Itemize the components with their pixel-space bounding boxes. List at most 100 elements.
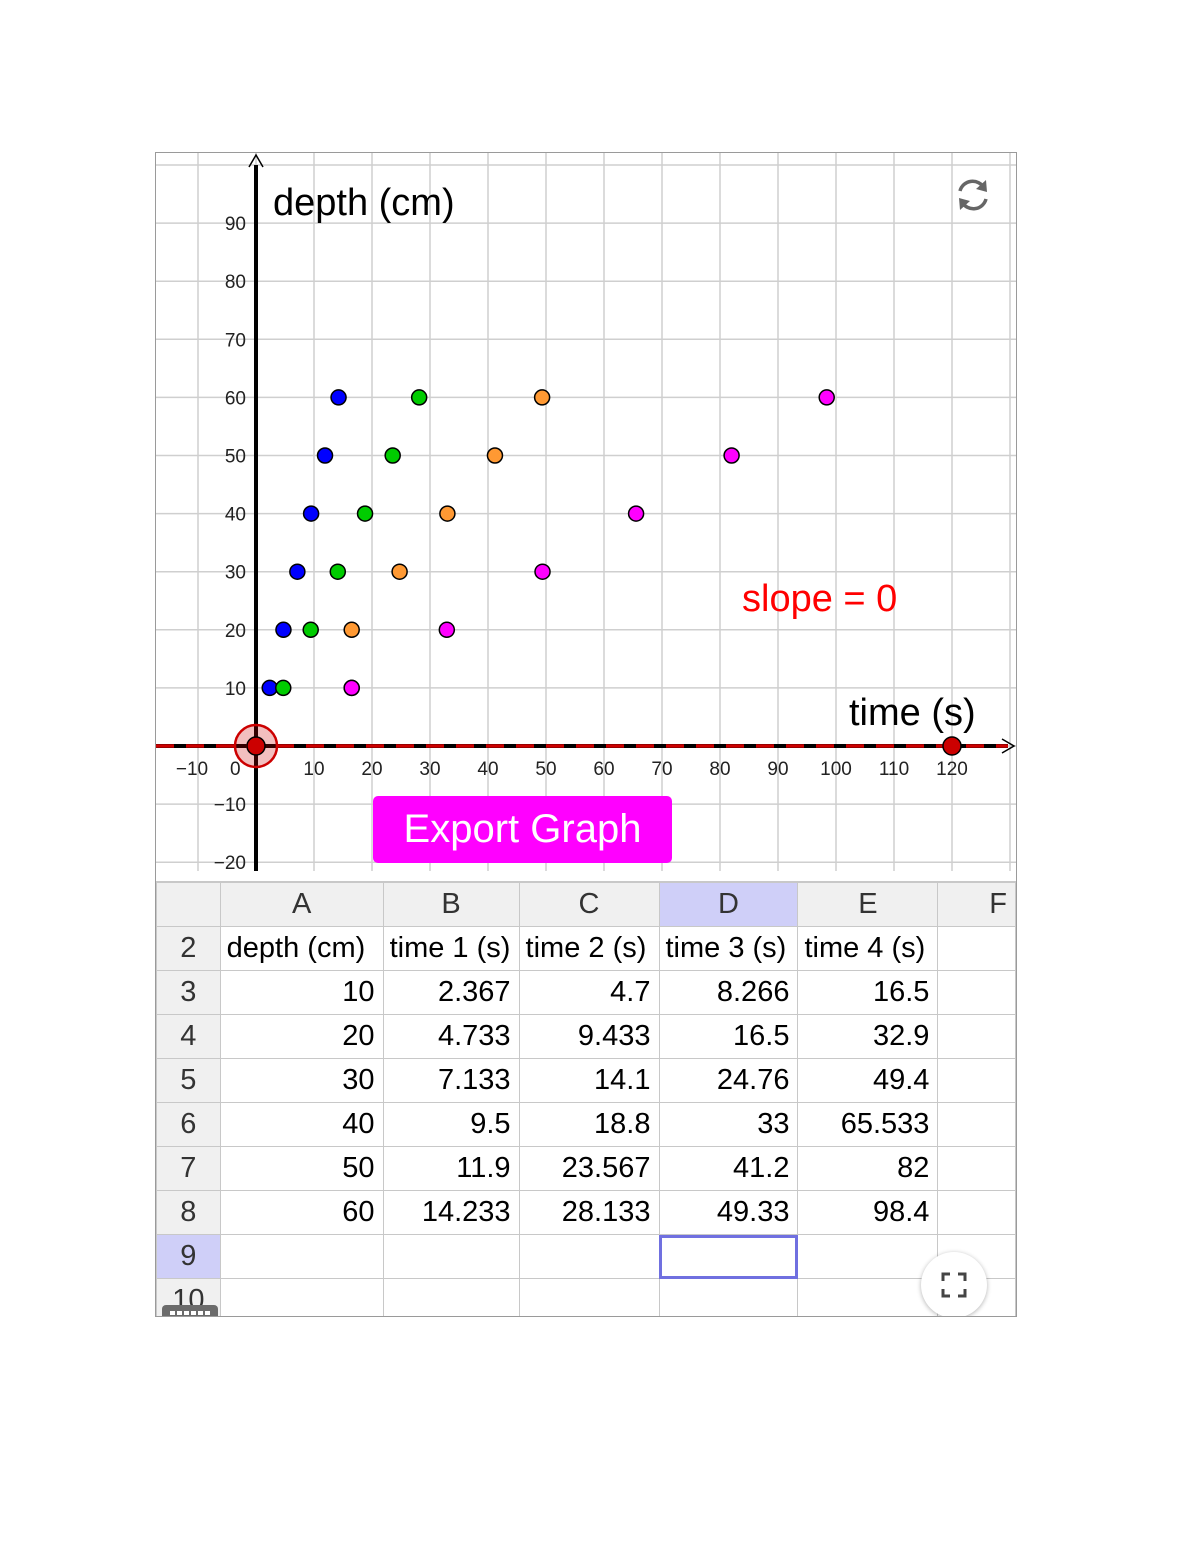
table-cell[interactable]: 49.4 [797, 1058, 939, 1103]
table-cell[interactable]: 4.7 [518, 970, 660, 1015]
table-row: 4 20 4.733 9.433 16.5 32.9 [156, 1014, 1016, 1059]
table-cell[interactable] [937, 1058, 1016, 1103]
table-cell[interactable]: 8.266 [658, 970, 799, 1015]
table-cell[interactable]: depth (cm) [219, 926, 384, 971]
column-header-a[interactable]: A [219, 882, 384, 927]
table-cell[interactable]: 40 [219, 1102, 384, 1147]
table-cell[interactable]: 30 [219, 1058, 384, 1103]
y-tick-label: 90 [225, 214, 246, 235]
spreadsheet-grid: A B C D E F 2 depth (cm) time 1 (s) time 2 … [156, 882, 1016, 1316]
table-cell[interactable]: 50 [219, 1146, 384, 1191]
data-point [289, 563, 306, 580]
y-axis-title: depth (cm) [273, 182, 455, 224]
table-cell[interactable] [937, 970, 1016, 1015]
table-cell[interactable] [518, 1234, 660, 1279]
data-point [410, 389, 428, 406]
x-tick-label: 120 [936, 759, 968, 780]
row-header[interactable]: 8 [156, 1190, 221, 1235]
table-cell[interactable] [797, 1234, 939, 1279]
data-point [330, 389, 347, 406]
x-axis-arrow [1001, 738, 1016, 754]
fit-line[interactable] [156, 723, 1008, 769]
row-header[interactable]: 3 [156, 970, 221, 1015]
table-cell[interactable]: time 3 (s) [658, 926, 799, 971]
row-header[interactable]: 9 [156, 1234, 221, 1279]
reset-icon[interactable] [951, 173, 995, 217]
table-cell[interactable]: 41.2 [658, 1146, 799, 1191]
table-cell[interactable] [797, 1278, 939, 1316]
table-cell[interactable]: 82 [797, 1146, 939, 1191]
x-tick-label: 40 [477, 759, 498, 780]
fit-line-start-point[interactable] [246, 736, 266, 756]
column-header-f[interactable]: F [937, 882, 1016, 927]
x-tick-label: 80 [709, 759, 730, 780]
table-cell[interactable]: 18.8 [518, 1102, 660, 1147]
table-cell[interactable] [937, 1190, 1016, 1235]
table-cell[interactable] [937, 1014, 1016, 1059]
table-cell[interactable]: 9.5 [382, 1102, 520, 1147]
table-cell[interactable]: 11.9 [382, 1146, 520, 1191]
table-cell[interactable]: 4.733 [382, 1014, 520, 1059]
y-tick-label: 30 [225, 563, 246, 584]
active-cell[interactable] [658, 1234, 799, 1279]
graph-canvas[interactable]: −10 0 10 20 30 40 50 60 70 80 90 100 110 120 90 80 70 60… [156, 153, 1016, 871]
row-header[interactable]: 4 [156, 1014, 221, 1059]
table-row: 9 [156, 1234, 1016, 1279]
column-header-c[interactable]: C [518, 882, 660, 927]
table-cell[interactable] [937, 1102, 1016, 1147]
table-cell[interactable]: time 4 (s) [797, 926, 939, 971]
table-cell[interactable]: 2.367 [382, 970, 520, 1015]
fit-line-end-point[interactable] [942, 736, 962, 756]
table-cell[interactable]: 32.9 [797, 1014, 939, 1059]
export-graph-button[interactable]: Export Graph [373, 796, 672, 863]
table-cell[interactable]: 23.567 [518, 1146, 660, 1191]
table-cell[interactable]: 98.4 [797, 1190, 939, 1235]
corner-cell[interactable] [156, 882, 221, 927]
table-cell[interactable] [937, 926, 1016, 971]
data-point [627, 505, 645, 522]
table-cell[interactable] [658, 1278, 799, 1316]
table-cell[interactable]: 24.76 [658, 1058, 799, 1103]
table-cell[interactable]: 28.133 [518, 1190, 660, 1235]
column-header-e[interactable]: E [797, 882, 939, 927]
table-row: 8 60 14.233 28.133 49.33 98.4 [156, 1190, 1016, 1235]
table-cell[interactable]: 9.433 [518, 1014, 660, 1059]
row-header[interactable]: 6 [156, 1102, 221, 1147]
table-cell[interactable]: 60 [219, 1190, 384, 1235]
data-point [818, 389, 835, 406]
table-cell[interactable]: 65.533 [797, 1102, 939, 1147]
table-cell[interactable]: 20 [219, 1014, 384, 1059]
table-cell[interactable] [382, 1278, 520, 1316]
table-cell[interactable]: 14.1 [518, 1058, 660, 1103]
fullscreen-button[interactable] [921, 1252, 987, 1316]
data-point [302, 505, 320, 522]
table-cell[interactable] [219, 1278, 384, 1316]
table-cell[interactable]: 49.33 [658, 1190, 799, 1235]
table-cell[interactable] [518, 1278, 660, 1316]
graphics-view[interactable]: −10 0 10 20 30 40 50 60 70 80 90 100 110 120 90 80 70 60… [156, 153, 1016, 871]
column-header-d[interactable]: D [658, 882, 799, 927]
table-cell[interactable]: 7.133 [382, 1058, 520, 1103]
y-tick-label: 80 [225, 272, 246, 293]
x-tick-label: 0 [230, 759, 241, 780]
table-cell[interactable] [937, 1146, 1016, 1191]
row-header[interactable]: 2 [156, 926, 221, 971]
table-cell[interactable]: 33 [658, 1102, 799, 1147]
column-header-b[interactable]: B [382, 882, 520, 927]
row-header[interactable]: 5 [156, 1058, 221, 1103]
table-cell[interactable]: 14.233 [382, 1190, 520, 1235]
row-header[interactable]: 7 [156, 1146, 221, 1191]
data-point [391, 563, 408, 580]
table-cell[interactable]: 16.5 [658, 1014, 799, 1059]
table-row: 2 depth (cm) time 1 (s) time 2 (s) time 3 (s… [156, 926, 1016, 971]
data-point [302, 621, 319, 639]
table-cell[interactable]: time 2 (s) [518, 926, 660, 971]
table-cell[interactable] [382, 1234, 520, 1279]
table-cell[interactable]: 16.5 [797, 970, 939, 1015]
table-cell[interactable] [219, 1234, 384, 1279]
table-cell[interactable]: 10 [219, 970, 384, 1015]
column-header-row: A B C D E F [156, 882, 1016, 927]
keyboard-icon[interactable] [162, 1305, 218, 1316]
data-point [723, 447, 740, 464]
table-cell[interactable]: time 1 (s) [382, 926, 520, 971]
